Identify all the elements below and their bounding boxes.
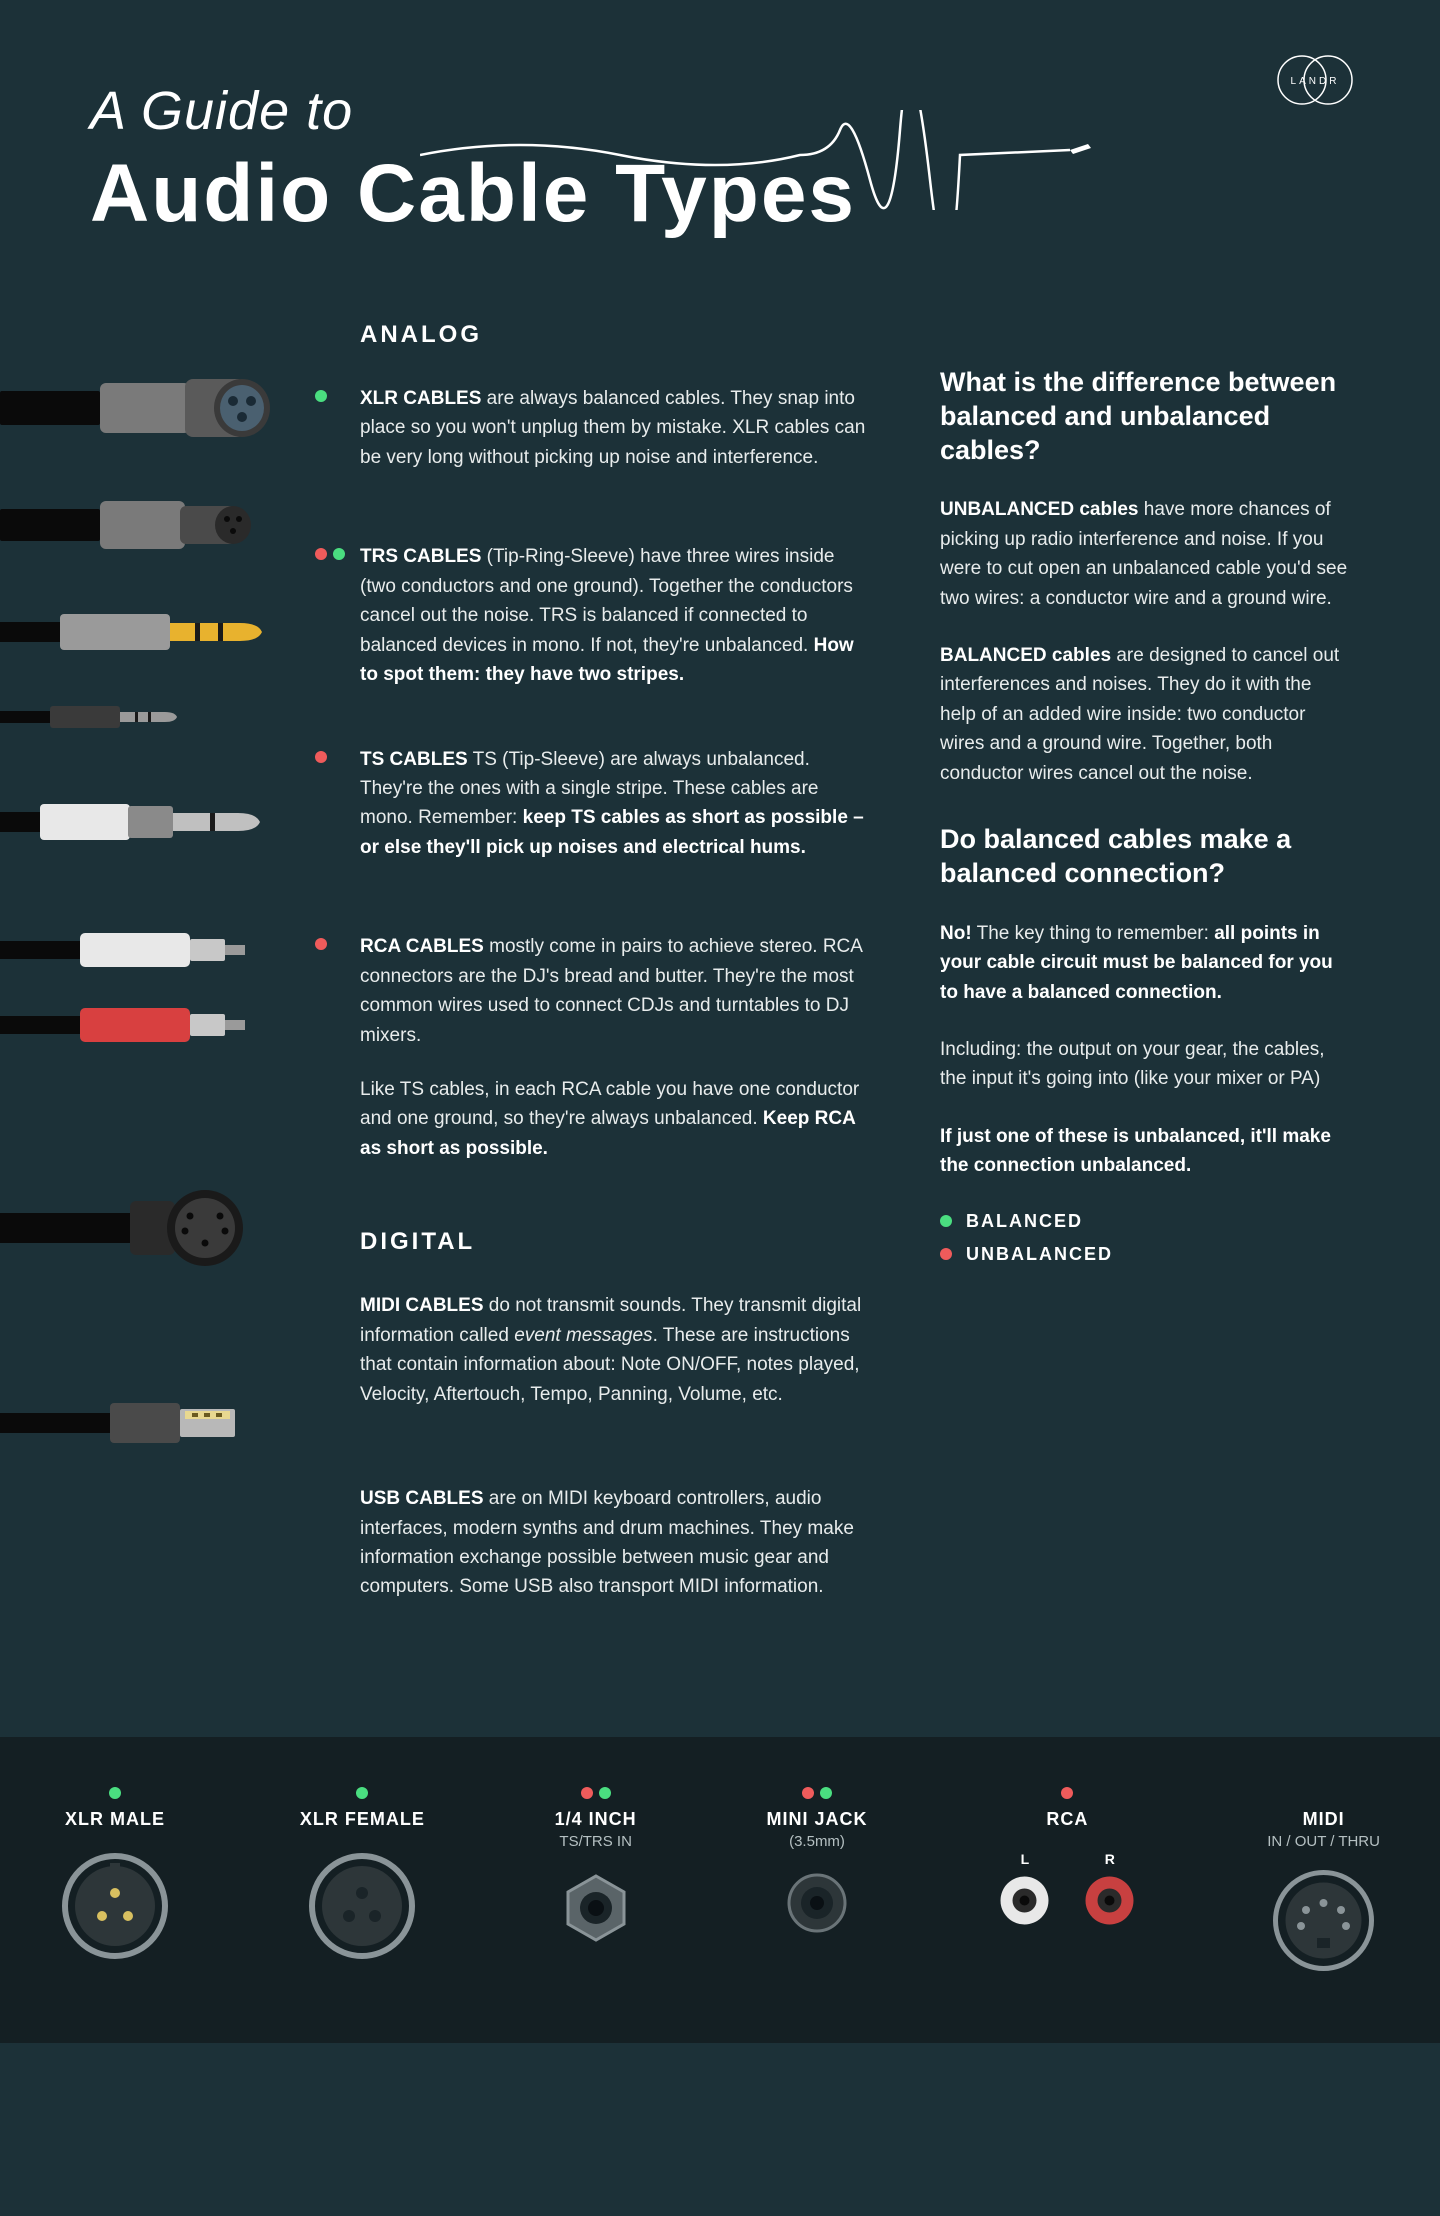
usb-entry: USB CABLES are on MIDI keyboard controll… — [360, 1484, 870, 1602]
xlr-name: XLR CABLES — [360, 388, 481, 409]
trs-mini-jack-illustration — [0, 696, 200, 736]
port-label: MIDI — [1303, 1809, 1345, 1830]
rca-entry: RCA CABLES mostly come in pairs to achie… — [360, 932, 870, 1163]
port-sub: IN / OUT / THRU — [1267, 1833, 1380, 1850]
unbalanced-dot-icon — [1061, 1787, 1073, 1799]
xlr-entry: XLR CABLES are always balanced cables. T… — [360, 384, 870, 472]
cable-illustrations-column — [0, 321, 310, 1657]
balanced-dot-icon — [356, 1787, 368, 1799]
cable-wave-decoration — [420, 110, 1120, 210]
a2-lead: The key thing to remember: — [972, 923, 1215, 944]
trs-entry: TRS CABLES (Tip-Ring-Sleeve) have three … — [360, 542, 870, 689]
a2-no: No! — [940, 923, 972, 944]
port-quarter-inch: 1/4 INCH TS/TRS IN — [555, 1787, 637, 1973]
content-column: ANALOG XLR CABLES are always balanced ca… — [310, 321, 870, 1657]
rca-left-label: L — [997, 1851, 1052, 1867]
a2-p2: Including: the output on your gear, the … — [940, 1035, 1350, 1094]
quarter-inch-port-icon — [556, 1868, 636, 1948]
trs-name: TRS CABLES — [360, 546, 481, 567]
xlr-female-port-icon — [307, 1851, 417, 1961]
midi-entry: MIDI CABLES do not transmit sounds. They… — [360, 1291, 870, 1409]
balanced-dot-icon — [599, 1787, 611, 1799]
unbalanced-dot-icon — [315, 751, 327, 763]
balanced-dot-icon — [333, 548, 345, 560]
legend-unbalanced: UNBALANCED — [966, 1244, 1113, 1265]
midi-cable-illustration — [0, 1171, 260, 1281]
rca-right-port-icon — [1082, 1873, 1137, 1928]
usb-cable-illustration — [0, 1381, 260, 1461]
rca-left-port-icon — [997, 1873, 1052, 1928]
sidebar-q2: Do balanced cables make a balanced conne… — [940, 823, 1350, 891]
port-xlr-male: XLR MALE — [60, 1787, 170, 1973]
midi-name: MIDI CABLES — [360, 1295, 484, 1316]
xlr-male-port-icon — [60, 1851, 170, 1961]
analog-heading: ANALOG — [360, 321, 870, 349]
unbalanced-dot-icon — [581, 1787, 593, 1799]
digital-heading: DIGITAL — [360, 1228, 870, 1256]
port-rca: RCA L R — [997, 1787, 1137, 1973]
port-label: MINI JACK — [767, 1809, 868, 1830]
balanced-dot-icon — [940, 1215, 952, 1227]
unbalanced-dot-icon — [802, 1787, 814, 1799]
port-label: XLR MALE — [65, 1809, 165, 1830]
rca-name: RCA CABLES — [360, 936, 484, 957]
balanced-dot-icon — [109, 1787, 121, 1799]
midi-port-icon — [1271, 1868, 1376, 1973]
port-mini-jack: MINI JACK (3.5mm) — [767, 1787, 868, 1973]
unbalanced-label: UNBALANCED cables — [940, 499, 1138, 520]
sidebar-column: What is the difference between balanced … — [870, 321, 1350, 1657]
mini-jack-port-icon — [782, 1868, 852, 1938]
balanced-dot-icon — [820, 1787, 832, 1799]
xlr-male-cable-illustration — [0, 481, 280, 566]
balanced-label: BALANCED cables — [940, 645, 1111, 666]
rca-white-cable-illustration — [0, 921, 270, 976]
rca-right-label: R — [1082, 1851, 1137, 1867]
port-label: 1/4 INCH — [555, 1809, 637, 1830]
midi-italic: event messages — [514, 1325, 652, 1346]
ts-entry: TS CABLES TS (Tip-Sleeve) are always unb… — [360, 745, 870, 863]
sidebar-q1: What is the difference between balanced … — [940, 366, 1350, 467]
a2-p3: If just one of these is unbalanced, it'l… — [940, 1126, 1331, 1176]
port-label: RCA — [1046, 1809, 1088, 1830]
port-sub: (3.5mm) — [789, 1833, 845, 1850]
ports-footer: XLR MALE XLR FEMALE — [0, 1737, 1440, 2043]
xlr-female-cable-illustration — [0, 361, 280, 451]
rca-red-cable-illustration — [0, 996, 270, 1051]
port-midi: MIDI IN / OUT / THRU — [1267, 1787, 1380, 1973]
trs-quarter-inch-illustration — [0, 596, 290, 666]
port-label: XLR FEMALE — [300, 1809, 425, 1830]
usb-name: USB CABLES — [360, 1488, 484, 1509]
ts-name: TS CABLES — [360, 749, 468, 770]
legend: BALANCED UNBALANCED — [940, 1211, 1350, 1265]
port-xlr-female: XLR FEMALE — [300, 1787, 425, 1973]
unbalanced-dot-icon — [940, 1248, 952, 1260]
ts-cable-illustration — [0, 786, 290, 856]
header: A Guide to Audio Cable Types — [0, 60, 1440, 301]
legend-balanced: BALANCED — [966, 1211, 1083, 1232]
balanced-dot-icon — [315, 390, 327, 402]
unbalanced-dot-icon — [315, 548, 327, 560]
unbalanced-dot-icon — [315, 938, 327, 950]
port-sub: TS/TRS IN — [559, 1833, 632, 1850]
